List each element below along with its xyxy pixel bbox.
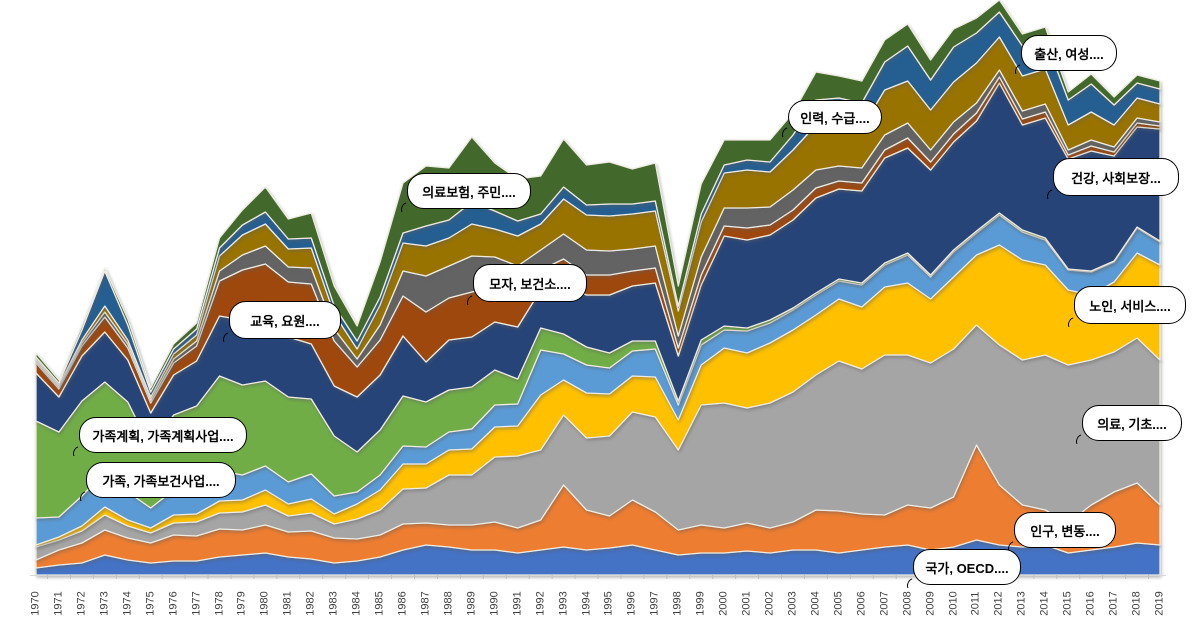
- x-axis-label: 2009: [924, 591, 937, 616]
- x-axis-label: 1984: [350, 591, 363, 616]
- callout-gajok-bogeonsaeop: 가족, 가족보건사업....: [86, 462, 236, 498]
- x-axis-label: 1999: [694, 591, 707, 616]
- x-axis-label: 2005: [832, 591, 845, 616]
- x-axis-label: 2016: [1084, 591, 1097, 616]
- x-axis-label: 1976: [167, 591, 180, 616]
- callout-gukga-oecd: 국가, OECD....: [913, 549, 1021, 585]
- x-axis-label: 1994: [580, 591, 593, 616]
- x-axis-label: 2001: [740, 591, 753, 616]
- x-axis-label: 1993: [557, 591, 570, 616]
- callout-ingu-byeondong: 인구, 변동....: [1014, 512, 1116, 548]
- callout-noin-seobiseu: 노인, 서비스....: [1074, 286, 1186, 324]
- x-axis-label: 1996: [625, 591, 638, 616]
- x-axis-label: 2000: [717, 591, 730, 616]
- x-axis-label: 2012: [992, 591, 1005, 616]
- x-axis-label: 2017: [1107, 591, 1120, 616]
- x-axis-label: 1970: [29, 591, 42, 616]
- x-axis-label: 1991: [511, 591, 524, 616]
- x-axis-label: 2015: [1061, 591, 1074, 616]
- x-axis-label: 1974: [121, 591, 134, 616]
- x-axis-label: 2019: [1153, 591, 1166, 616]
- x-axis-label: 1986: [396, 591, 409, 616]
- x-axis-label: 1982: [304, 591, 317, 616]
- x-axis-label: 1997: [648, 591, 661, 616]
- x-axis-label: 2013: [1015, 591, 1028, 616]
- x-axis-label: 1987: [419, 591, 432, 616]
- x-axis-label: 1971: [52, 591, 65, 616]
- x-axis-label: 1972: [75, 591, 88, 616]
- callout-uiryo-gicho: 의료, 기초....: [1082, 405, 1182, 441]
- x-axis-label: 2007: [878, 591, 891, 616]
- x-axis-label: 1979: [235, 591, 248, 616]
- x-axis-label: 1989: [465, 591, 478, 616]
- x-axis-label: 2006: [855, 591, 868, 616]
- callout-inryeok-sugeup: 인력, 수급....: [788, 100, 882, 134]
- x-axis-label: 1978: [213, 591, 225, 616]
- callout-geongang-sahoebojang: 건강, 사회보장...: [1053, 158, 1179, 196]
- callout-chulsan-yeoseong: 출산, 여성....: [1021, 35, 1117, 71]
- x-axis-label: 1983: [327, 591, 340, 616]
- x-axis-label: 1995: [602, 591, 615, 616]
- x-axis-label: 2010: [947, 591, 960, 616]
- x-axis-label: 1973: [98, 591, 111, 616]
- callout-uiryoboheom-jumin: 의료보험, 주민....: [407, 173, 531, 209]
- x-axis-label: 2011: [969, 591, 982, 616]
- x-axis-label: 1981: [281, 591, 294, 616]
- x-axis-label: 1980: [258, 591, 271, 616]
- x-axis-label: 1992: [534, 591, 547, 616]
- x-axis-label: 2014: [1038, 591, 1051, 616]
- area-series-11: [35, 0, 1161, 393]
- callout-moja-bogeonso: 모자, 보건소....: [473, 264, 587, 302]
- callout-gajokgyehoek: 가족계획, 가족계획사업....: [79, 417, 247, 453]
- x-axis-label: 1977: [190, 591, 203, 616]
- x-axis-label: 2018: [1130, 591, 1143, 616]
- x-axis-label: 1985: [373, 591, 386, 616]
- x-axis-label: 1990: [488, 591, 501, 616]
- x-axis-label: 1998: [671, 591, 684, 616]
- x-axis-label: 2002: [763, 591, 776, 616]
- x-axis-label: 1988: [442, 591, 455, 616]
- x-axis-label: 2004: [809, 591, 822, 616]
- x-axis-label: 1975: [144, 591, 157, 616]
- x-axis-label: 2003: [786, 591, 799, 616]
- callout-gyoyuk-yowon: 교육, 요원....: [229, 301, 341, 339]
